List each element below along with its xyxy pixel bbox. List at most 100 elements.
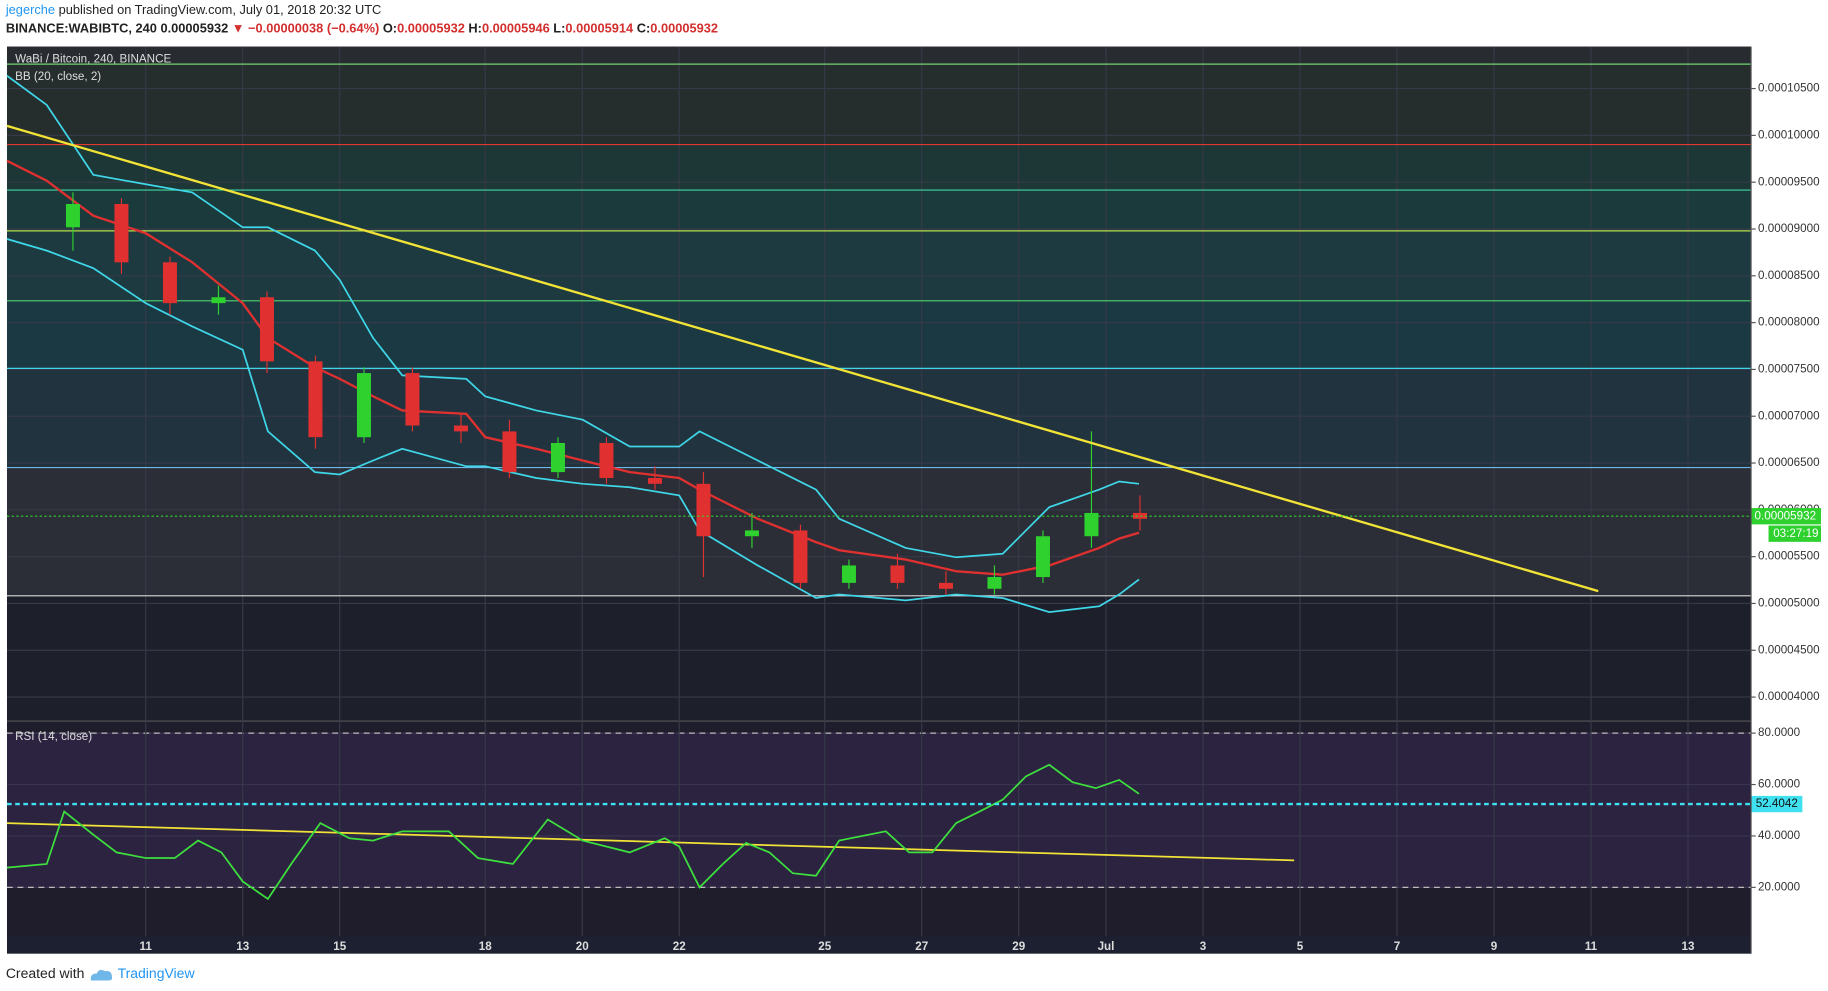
candle-body [1084, 512, 1099, 537]
candle-body [987, 577, 1002, 589]
created-with: Created with [5, 965, 85, 982]
x-tick-label: 27 [915, 940, 928, 953]
candle-body [696, 483, 711, 537]
candle-body [356, 373, 371, 438]
last-price-box [1751, 508, 1822, 525]
level-band [6, 467, 1752, 596]
y-tick-label: 0.00010000 [1758, 128, 1820, 141]
y-tick-label: 0.00008000 [1758, 316, 1820, 329]
x-tick-label: 29 [1012, 940, 1025, 953]
y-tick-label: 0.00008500 [1758, 269, 1820, 282]
candle-body [938, 582, 953, 589]
x-tick-label: 11 [140, 940, 153, 953]
candle-body [211, 297, 226, 304]
change: ▼ −0.00000038 (−0.64%) [231, 22, 380, 37]
logo [90, 969, 112, 981]
level-band [6, 230, 1752, 301]
x-tick-label: 13 [236, 940, 249, 953]
x-tick-label: 22 [673, 940, 686, 953]
x-tick-label: 13 [1682, 940, 1695, 953]
candle-body [308, 361, 323, 438]
close-label: C: [636, 22, 651, 37]
x-tick-label: 25 [818, 940, 831, 953]
candle-body [647, 478, 662, 484]
candle-body [259, 297, 274, 362]
y-tick-label: 0.00007000 [1758, 409, 1820, 422]
x-tick-label: 5 [1297, 940, 1304, 953]
rsi-last-box [1751, 795, 1803, 813]
trendline [6, 124, 1599, 593]
x-tick-label: 15 [333, 940, 346, 953]
bollinger-line [6, 75, 1140, 559]
level-band [6, 190, 1752, 231]
trendline [6, 822, 1295, 862]
x-tick-label: 7 [1394, 940, 1400, 953]
candle-body [162, 262, 177, 304]
brand[interactable]: TradingView [117, 965, 195, 982]
symbol: BINANCE:WABIBTC, 240 [5, 22, 157, 37]
y-tick-label: 0.00004500 [1758, 643, 1820, 656]
rsi-title: RSI (14, close) [15, 730, 92, 743]
author[interactable]: jegerche [5, 3, 56, 18]
level-band [6, 368, 1752, 468]
y-tick-label: 0.00007500 [1758, 362, 1820, 375]
level-band [6, 64, 1752, 145]
candle-body [841, 565, 856, 583]
quote-line: BINANCE:WABIBTC, 240 0.00005932 ▼ −0.000… [6, 22, 718, 36]
x-tick-label: 11 [1585, 940, 1598, 953]
candle-body [114, 204, 129, 263]
level-band [6, 595, 1752, 720]
chart-title: WaBi / Bitcoin, 240, BINANCE [15, 53, 171, 66]
countdown-label: 03:27:19 [1773, 527, 1818, 540]
close: 0.00005932 [650, 22, 719, 37]
last-price-label: 0.00005932 [1755, 509, 1816, 522]
y-tick-label: 80.0000 [1758, 726, 1801, 739]
published: published on TradingView.com, July 01, 2… [58, 3, 382, 18]
indicator-label: BB (20, close, 2) [15, 70, 101, 83]
x-tick-label: Jul [1098, 940, 1115, 953]
candle-body [1035, 536, 1050, 578]
high-label: H: [468, 22, 482, 37]
y-tick-label: 20.0000 [1758, 880, 1801, 893]
x-tick-label: 9 [1491, 940, 1498, 953]
x-tick-label: 3 [1200, 940, 1207, 953]
candle-body [890, 565, 905, 583]
y-tick-label: 60.0000 [1758, 778, 1801, 791]
rsi-band [6, 733, 1752, 888]
y-tick-label: 40.0000 [1758, 829, 1801, 842]
y-tick-label: 0.00005000 [1758, 597, 1820, 610]
level-band [6, 46, 1752, 65]
y-tick-label: 0.00006500 [1758, 456, 1820, 469]
candle-body [453, 425, 468, 432]
low-label: L: [553, 22, 566, 37]
candle-body [65, 204, 80, 228]
candle-body [1132, 512, 1147, 519]
candle-body [405, 373, 420, 426]
rsi-last-label: 52.4042 [1756, 797, 1798, 810]
candle-body [550, 442, 565, 473]
open: 0.00005932 [397, 22, 465, 37]
footer: Created with TradingView [6, 965, 195, 981]
open-label: O: [382, 22, 398, 37]
high: 0.00005946 [481, 22, 550, 37]
y-tick-label: 0.00009500 [1758, 175, 1820, 188]
y-tick-label: 0.00004000 [1758, 690, 1820, 703]
y-tick-label: 0.00005500 [1758, 550, 1820, 563]
x-tick-label: 18 [479, 940, 492, 953]
level-band [6, 144, 1752, 191]
bollinger-line [6, 238, 1140, 613]
rsi-line [6, 763, 1140, 901]
x-tick-label: 20 [576, 940, 589, 953]
candle-body [793, 530, 808, 583]
candle-body [502, 431, 517, 473]
publish-line: jegerche published on TradingView.com, J… [6, 3, 381, 17]
low: 0.00005914 [565, 22, 634, 37]
candle-body [744, 530, 759, 537]
last: 0.00005932 [160, 22, 229, 37]
y-tick-label: 0.00010500 [1758, 82, 1820, 95]
y-tick-label: 0.00009000 [1758, 222, 1820, 235]
candle-body [599, 442, 614, 479]
